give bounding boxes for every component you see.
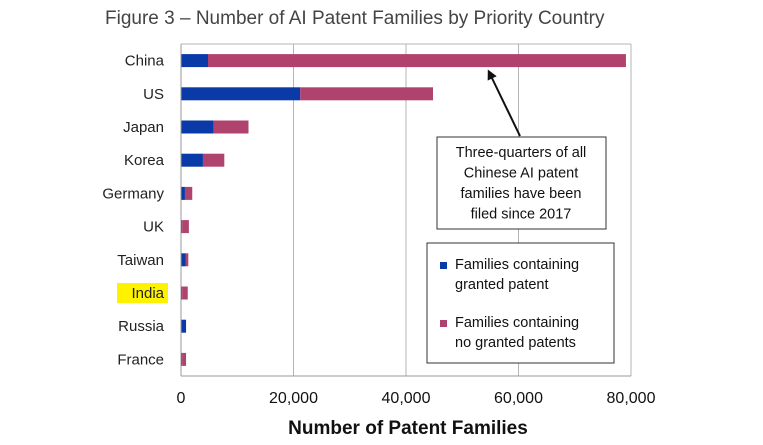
x-tick-label: 20,000 [269, 390, 318, 407]
bar-segment-no-granted [185, 253, 189, 267]
bar-segment-granted [181, 253, 186, 267]
x-tick-label: 40,000 [382, 390, 431, 407]
x-axis-title: Number of Patent Families [288, 418, 528, 439]
category-label: India [131, 285, 164, 302]
bar-segment-granted [181, 120, 214, 134]
bar-segment-no-granted [208, 54, 626, 68]
bar-segment-granted [181, 319, 187, 333]
bar-segment-granted [181, 352, 183, 366]
bar-segment-granted [181, 87, 301, 101]
category-label: US [143, 86, 164, 103]
bar-segment-no-granted [202, 153, 225, 167]
legend-label: Families containing no granted patents [455, 315, 579, 351]
category-label: Russia [118, 318, 165, 335]
x-tick-label: 80,000 [607, 390, 656, 407]
legend-box [426, 242, 615, 364]
annotation-arrow [487, 69, 521, 137]
category-label: France [117, 351, 164, 368]
category-highlight [117, 283, 168, 303]
annotation-text-line: Chinese AI patent [464, 166, 578, 182]
annotation-text-line: Three-quarters of all [456, 145, 587, 161]
category-label: China [125, 53, 165, 70]
legend-swatch [440, 320, 447, 327]
bar-segment-no-granted [184, 186, 193, 200]
bar-segment-granted [181, 54, 208, 68]
chart-title: Figure 3 – Number of AI Patent Families … [105, 8, 605, 29]
legend-swatch [440, 262, 447, 269]
category-label: Japan [123, 119, 164, 136]
bar-segment-no-granted [182, 286, 188, 300]
x-tick-label: 0 [177, 390, 186, 407]
legend-label: Families containing granted patent [455, 257, 579, 293]
category-label: UK [143, 219, 164, 236]
bar-segment-granted [181, 220, 183, 234]
bar-segment-no-granted [182, 220, 189, 234]
bar-segment-granted [181, 186, 185, 200]
bar-segment-no-granted [182, 352, 187, 366]
bar-segment-no-granted [213, 120, 249, 134]
bar-segment-granted [181, 286, 183, 300]
category-label: Korea [124, 152, 165, 169]
annotation-text-line: filed since 2017 [471, 207, 572, 223]
annotation-box [436, 136, 607, 230]
bar-segment-granted [181, 153, 203, 167]
x-tick-label: 60,000 [494, 390, 543, 407]
category-label: Germany [102, 185, 164, 202]
bar-segment-no-granted [300, 87, 433, 101]
category-label: Taiwan [117, 252, 164, 269]
annotation-text-line: families have been [461, 186, 582, 202]
